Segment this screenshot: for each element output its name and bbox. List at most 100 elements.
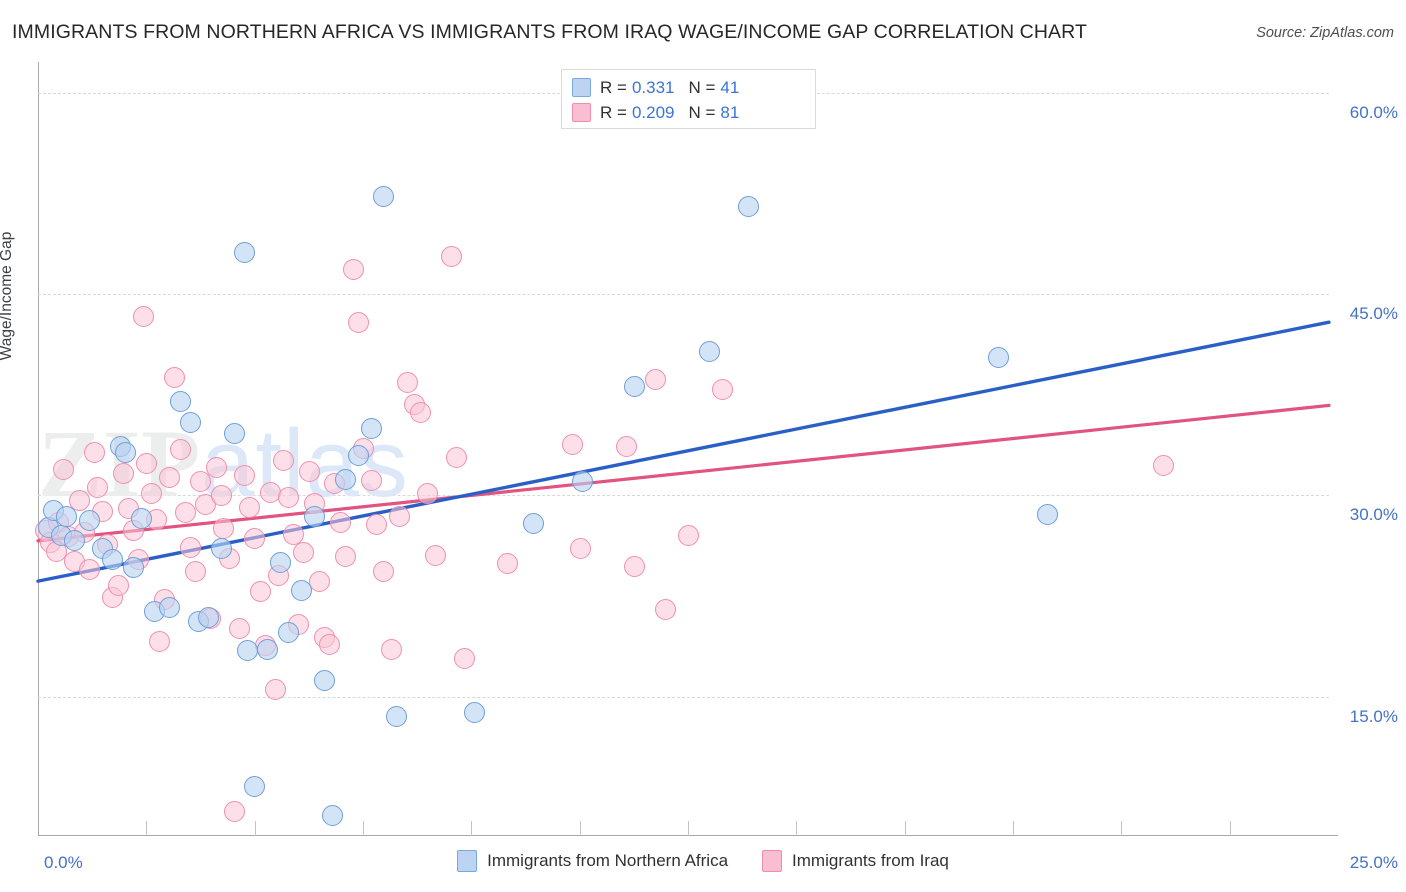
- r-value: 0.209: [631, 102, 675, 122]
- scatter-point: [711, 378, 733, 400]
- square-swatch-icon: [762, 850, 783, 872]
- scatter-point: [644, 369, 666, 391]
- scatter-point: [265, 679, 287, 701]
- scatter-point: [373, 561, 395, 583]
- scatter-point: [210, 538, 232, 560]
- x-axis-tick: [904, 821, 906, 836]
- scatter-point: [283, 523, 305, 545]
- scatter-point: [133, 306, 155, 328]
- y-axis-tick-label: 60.0%: [1349, 102, 1398, 122]
- scatter-point: [381, 639, 403, 661]
- x-axis-tick: [796, 821, 798, 836]
- r-label: R =: [600, 77, 627, 97]
- legend-label: Immigrants from Iraq: [792, 851, 949, 870]
- scatter-point: [68, 490, 90, 512]
- scatter-point: [169, 390, 191, 412]
- scatter-point: [409, 401, 431, 423]
- x-axis-min-label: 0.0%: [44, 853, 83, 872]
- scatter-point: [360, 417, 382, 439]
- series-legend: Immigrants from Northern Africa Immigran…: [0, 850, 1406, 872]
- scatter-point: [347, 444, 369, 466]
- scatter-point: [159, 467, 181, 489]
- scatter-point: [1153, 455, 1175, 477]
- scatter-point: [277, 621, 299, 643]
- scatter-point: [244, 527, 266, 549]
- scatter-point: [223, 801, 245, 823]
- scatter-point: [270, 551, 292, 573]
- scatter-point: [174, 502, 196, 524]
- y-axis-line: [38, 62, 39, 836]
- scatter-point: [79, 510, 101, 532]
- scatter-point: [115, 441, 137, 463]
- scatter-point: [453, 648, 475, 670]
- scatter-point: [290, 580, 312, 602]
- correlation-legend: R = 0.331 N = 41 R = 0.209 N = 81: [561, 69, 816, 129]
- scatter-point: [308, 570, 330, 592]
- source-attribution: Source: ZipAtlas.com: [1256, 25, 1394, 41]
- scatter-point: [249, 581, 271, 603]
- scatter-point: [257, 639, 279, 661]
- scatter-point: [334, 468, 356, 490]
- correlation-row-northern-africa: R = 0.331 N = 41: [562, 75, 815, 100]
- x-axis-max-label: 25.0%: [1349, 853, 1398, 872]
- gridline: [38, 696, 1329, 698]
- scatter-point: [440, 245, 462, 267]
- legend-item-iraq[interactable]: Immigrants from Iraq: [762, 850, 949, 872]
- scatter-point: [425, 545, 447, 567]
- scatter-point: [417, 483, 439, 505]
- scatter-point: [623, 555, 645, 577]
- scatter-point: [347, 311, 369, 333]
- scatter-point: [623, 376, 645, 398]
- scatter-point: [148, 631, 170, 652]
- scatter-point: [179, 412, 201, 434]
- scatter-point: [365, 514, 387, 536]
- plot-area: ZIPatlas: [35, 66, 1331, 832]
- x-axis-tick: [688, 821, 689, 836]
- square-swatch-icon: [572, 78, 591, 97]
- scatter-point: [228, 617, 250, 639]
- scatter-point: [569, 538, 591, 560]
- scatter-point: [388, 506, 410, 528]
- scatter-point: [321, 805, 343, 827]
- scatter-point: [396, 372, 418, 394]
- scatter-point: [497, 553, 519, 575]
- scatter-point: [737, 196, 759, 218]
- scatter-point: [205, 456, 227, 478]
- scatter-point: [164, 366, 186, 388]
- square-swatch-icon: [572, 103, 591, 122]
- trendlines: [36, 320, 1331, 583]
- scatter-point: [102, 549, 124, 571]
- y-axis-tick-label: 30.0%: [1349, 505, 1398, 525]
- scatter-point: [123, 557, 145, 579]
- x-axis-tick: [1013, 821, 1014, 836]
- scatter-point: [159, 597, 181, 619]
- scatter-point: [373, 185, 395, 207]
- scatter-point: [135, 452, 157, 474]
- r-label: R =: [600, 102, 627, 122]
- scatter-point: [445, 447, 467, 469]
- y-axis-title: Wage/Income Gap: [0, 231, 15, 361]
- scatter-point: [244, 775, 266, 797]
- scatter-point: [223, 423, 245, 445]
- scatter-point: [329, 511, 351, 533]
- scatter-point: [1037, 503, 1059, 525]
- scatter-point: [53, 459, 75, 481]
- scatter-point: [360, 470, 382, 492]
- x-axis-tick: [146, 821, 148, 836]
- scatter-point: [130, 507, 152, 529]
- scatter-point: [84, 441, 106, 463]
- scatter-point: [112, 463, 134, 485]
- scatter-point: [293, 542, 315, 564]
- scatter-point: [141, 483, 163, 505]
- x-axis-tick: [254, 821, 256, 836]
- scatter-point: [616, 436, 638, 458]
- legend-item-northern-africa[interactable]: Immigrants from Northern Africa: [457, 850, 728, 872]
- scatter-point: [277, 487, 299, 509]
- scatter-point: [678, 525, 700, 547]
- scatter-point: [314, 669, 336, 691]
- scatter-point: [236, 640, 258, 662]
- scatter-point: [386, 706, 408, 728]
- scatter-point: [988, 346, 1009, 368]
- legend-label: Immigrants from Northern Africa: [487, 851, 729, 870]
